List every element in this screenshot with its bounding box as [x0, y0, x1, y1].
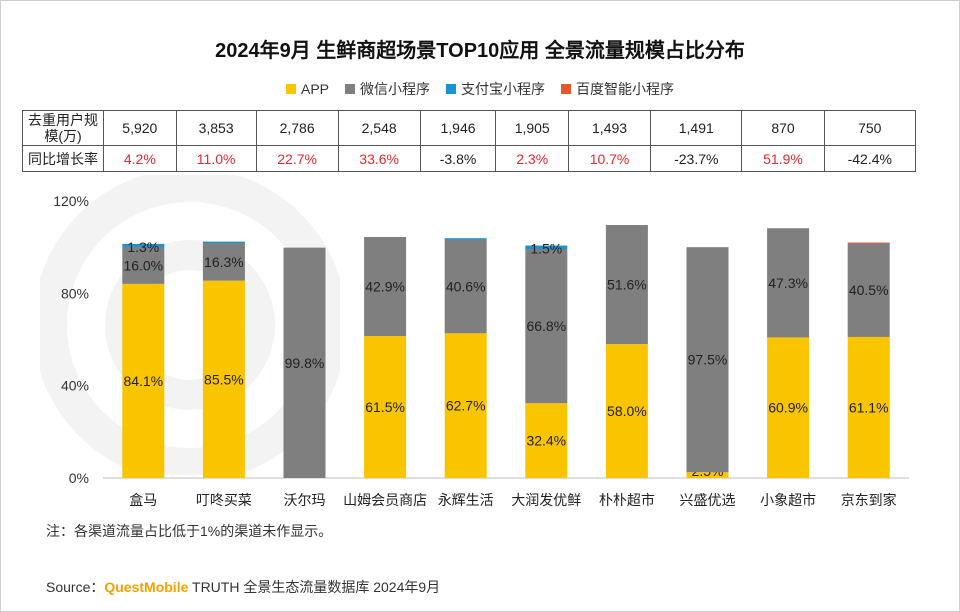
bar-segment [444, 239, 487, 334]
data-label: 1.5% [530, 241, 562, 257]
bar-segment [283, 247, 326, 478]
table-row-growth: 同比增长率 4.2% 11.0% 22.7% 33.6% -3.8% 2.3% … [22, 145, 917, 172]
bar-segment [525, 249, 568, 404]
growth-cell: -3.8% [419, 145, 497, 172]
data-label: 51.6% [607, 277, 647, 293]
user-scale-table: 去重用户规模(万) 5,920 3,853 2,786 2,548 1,946 … [22, 110, 917, 172]
growth-cell: 33.6% [337, 145, 421, 172]
bar-segment [202, 280, 245, 478]
data-label: 1.3% [127, 239, 159, 255]
data-label: 97.5% [688, 352, 728, 368]
data-label: 61.5% [365, 399, 405, 415]
category-label: 盒马 [129, 492, 157, 508]
category-label: 叮咚买菜 [196, 492, 252, 508]
bar-segment [525, 403, 568, 478]
table-header-growth: 同比增长率 [22, 145, 104, 172]
category-label: 沃尔玛 [284, 492, 326, 508]
bar-segment [767, 337, 810, 478]
bar-segment [122, 246, 165, 284]
bar-segment [686, 247, 729, 473]
table-cell: 1,946 [419, 110, 497, 146]
category-label: 京东到家 [841, 492, 897, 508]
legend-label-alipay: 支付宝小程序 [461, 81, 545, 97]
category-label: 小象超市 [760, 492, 816, 508]
data-label: 61.1% [849, 399, 889, 415]
table-cell: 1,493 [568, 110, 652, 146]
legend-label-wechat: 微信小程序 [360, 81, 430, 97]
data-label: 58.0% [607, 403, 647, 419]
legend-label-app: APP [300, 81, 329, 97]
bar-segment [364, 237, 407, 337]
legend-label-baidu: 百度智能小程序 [576, 81, 674, 97]
bar-segment [122, 243, 165, 247]
bar-segment [202, 241, 245, 244]
growth-cell: 51.9% [741, 145, 825, 172]
source-line: Source：QuestMobile TRUTH 全景生态流量数据库 2024年… [46, 577, 440, 597]
growth-cell: 2.3% [495, 145, 570, 172]
bar-segment [444, 238, 487, 240]
legend-swatch-baidu [561, 84, 571, 94]
data-label: 16.3% [204, 254, 244, 270]
legend: APP 微信小程序 支付宝小程序 百度智能小程序 [0, 79, 960, 99]
category-label: 朴朴超市 [599, 492, 655, 508]
growth-cell: -42.4% [823, 145, 917, 172]
data-label: 42.9% [365, 279, 405, 295]
data-label: 99.8% [285, 355, 325, 371]
data-label: 62.7% [446, 398, 486, 414]
bar-segment [525, 245, 568, 250]
legend-swatch-wechat [345, 84, 355, 94]
data-label: 40.5% [849, 282, 889, 298]
bar-segment [444, 333, 487, 478]
legend-item-baidu: 百度智能小程序 [561, 79, 674, 99]
bar-segment [122, 283, 165, 478]
footnote: 注：各渠道流量占比低于1%的渠道未作显示。 [46, 523, 333, 539]
category-label: 山姆会员商店 [343, 492, 427, 508]
data-label: 32.4% [526, 433, 566, 449]
bar-segment [767, 228, 810, 338]
category-label: 兴盛优选 [680, 492, 736, 508]
legend-item-wechat: 微信小程序 [345, 79, 430, 99]
data-label: 40.6% [446, 278, 486, 294]
table-row-users: 去重用户规模(万) 5,920 3,853 2,786 2,548 1,946 … [22, 110, 917, 146]
growth-cell: 22.7% [255, 145, 339, 172]
growth-cell: 11.0% [175, 145, 257, 172]
category-label: 永辉生活 [438, 492, 494, 508]
legend-swatch-alipay [446, 84, 456, 94]
bar-segment [847, 243, 890, 337]
data-label: 60.9% [768, 400, 808, 416]
bar-segment [605, 225, 648, 345]
growth-cell: 10.7% [568, 145, 652, 172]
chart-title: 2024年9月 生鲜商超场景TOP10应用 全景流量规模占比分布 [215, 40, 745, 62]
bar-segment [364, 336, 407, 478]
table-header-users: 去重用户规模(万) [22, 110, 104, 146]
legend-item-app: APP [285, 79, 329, 99]
source-suffix: TRUTH 全景生态流量数据库 2024年9月 [188, 579, 441, 595]
data-label: 66.8% [526, 318, 566, 334]
y-tick-label: 120% [53, 193, 89, 209]
table-cell: 2,548 [337, 110, 421, 146]
data-label: 84.1% [123, 373, 163, 389]
legend-swatch-app [285, 84, 296, 94]
source-prefix: Source： [46, 579, 105, 595]
source-brand: QuestMobile [104, 579, 189, 595]
table-cell: 750 [823, 110, 917, 146]
growth-cell: -23.7% [650, 145, 743, 172]
bar-segment [686, 472, 729, 478]
y-tick-label: 40% [61, 378, 89, 394]
growth-cell: 4.2% [103, 145, 177, 172]
legend-item-alipay: 支付宝小程序 [446, 79, 545, 99]
y-tick-label: 80% [61, 285, 89, 301]
y-tick-label: 0% [69, 470, 89, 486]
category-label: 大润发优鲜 [511, 492, 581, 508]
bar-segment [605, 344, 648, 478]
bar-segment [202, 243, 245, 281]
data-label: 16.0% [123, 257, 163, 273]
bar-segment [847, 336, 890, 478]
data-label: 85.5% [204, 371, 244, 387]
bar-segment [847, 242, 890, 244]
data-label: 47.3% [768, 275, 808, 291]
table-cell: 2,786 [255, 110, 339, 146]
table-cell: 3,853 [175, 110, 257, 146]
